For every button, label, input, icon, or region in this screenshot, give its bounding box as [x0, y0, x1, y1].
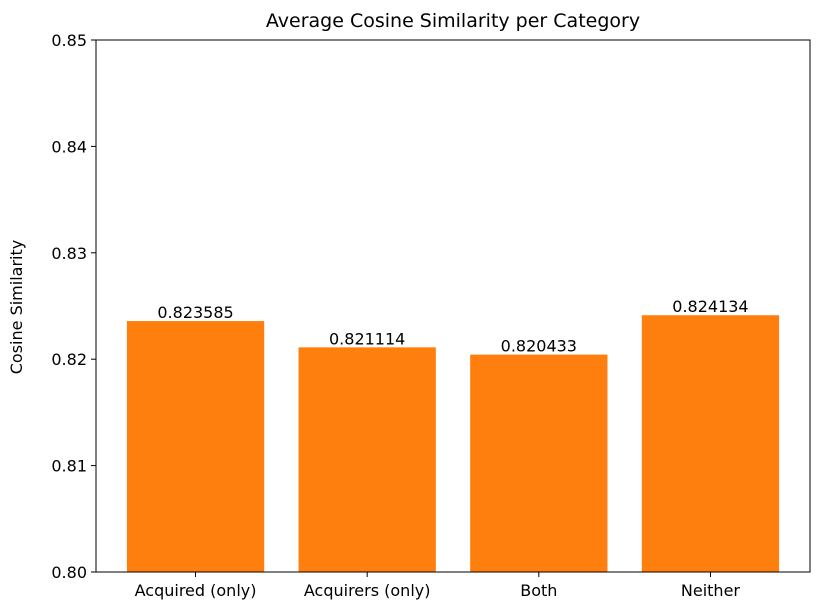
- x-tick-label-3: Neither: [681, 581, 741, 600]
- x-axis: Acquired (only) Acquirers (only) Both Neith…: [135, 572, 741, 600]
- y-tick-label-0: 0.80: [51, 563, 87, 582]
- plot-frame: [95, 39, 811, 573]
- data-label-0: 0.823585: [157, 303, 233, 322]
- chart-title: Average Cosine Similarity per Category: [266, 10, 640, 32]
- y-axis: 0.80 0.81 0.82 0.83 0.84 0.85: [51, 31, 96, 582]
- y-axis-label: Cosine Similarity: [7, 240, 26, 374]
- bar-3: [641, 315, 780, 572]
- y-tick-label-2: 0.82: [51, 350, 87, 369]
- y-tick-label-5: 0.85: [51, 31, 87, 50]
- y-tick-label-1: 0.81: [51, 457, 87, 476]
- bar-0: [126, 321, 265, 572]
- data-label-1: 0.821114: [329, 329, 405, 348]
- data-label-2: 0.820433: [501, 337, 577, 356]
- y-tick-label-4: 0.84: [51, 137, 87, 156]
- bar-1: [298, 347, 436, 572]
- x-tick-label-1: Acquirers (only): [304, 581, 431, 600]
- x-tick-label-2: Both: [520, 581, 557, 600]
- x-tick-label-0: Acquired (only): [135, 581, 257, 600]
- y-tick-label-3: 0.83: [51, 244, 87, 263]
- data-labels-group: 0.823585 0.821114 0.820433 0.824134: [157, 297, 748, 355]
- data-label-3: 0.824134: [672, 297, 748, 316]
- bars-group: [126, 315, 780, 572]
- bar-2: [470, 354, 608, 572]
